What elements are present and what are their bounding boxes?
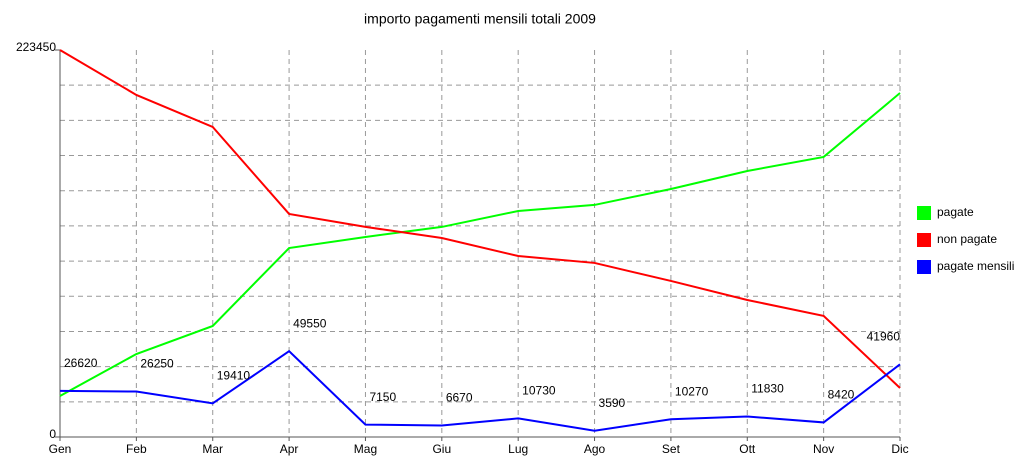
data-label: 7150 <box>369 390 396 404</box>
data-label: 11830 <box>751 382 784 396</box>
y-tick-label: 223450 <box>16 40 56 54</box>
data-label: 6670 <box>446 391 473 405</box>
x-tick-label: Nov <box>813 442 834 456</box>
data-label: 8420 <box>828 388 855 402</box>
data-label: 49550 <box>293 316 327 330</box>
x-tick-label: Mar <box>202 442 223 456</box>
legend-label: non pagate <box>937 232 997 246</box>
data-label: 10270 <box>675 384 709 398</box>
legend-swatch <box>917 260 931 274</box>
data-label: 41960 <box>867 330 901 344</box>
x-tick-label: Dic <box>891 442 908 456</box>
legend-swatch <box>917 206 931 220</box>
legend-label: pagate mensili <box>937 259 1014 273</box>
y-tick-label: 0 <box>49 427 56 441</box>
x-tick-label: Feb <box>126 442 147 456</box>
legend-label: pagate <box>937 205 974 219</box>
data-label: 3590 <box>599 396 626 410</box>
x-tick-label: Mag <box>354 442 377 456</box>
x-tick-label: Gen <box>49 442 72 456</box>
data-label: 26620 <box>64 356 98 370</box>
x-tick-label: Ago <box>584 442 606 456</box>
x-tick-label: Apr <box>280 442 299 456</box>
legend-swatch <box>917 233 931 247</box>
x-tick-label: Set <box>662 442 681 456</box>
chart-title: importo pagamenti mensili totali 2009 <box>364 11 596 27</box>
line-series <box>59 92 901 397</box>
data-label: 19410 <box>217 369 251 383</box>
line-series <box>59 349 901 432</box>
line-series <box>59 49 901 389</box>
x-tick-label: Giu <box>432 442 451 456</box>
x-tick-label: Lug <box>508 442 528 456</box>
x-tick-label: Ott <box>739 442 756 456</box>
data-label: 26250 <box>140 357 174 371</box>
data-label: 10730 <box>522 384 556 398</box>
